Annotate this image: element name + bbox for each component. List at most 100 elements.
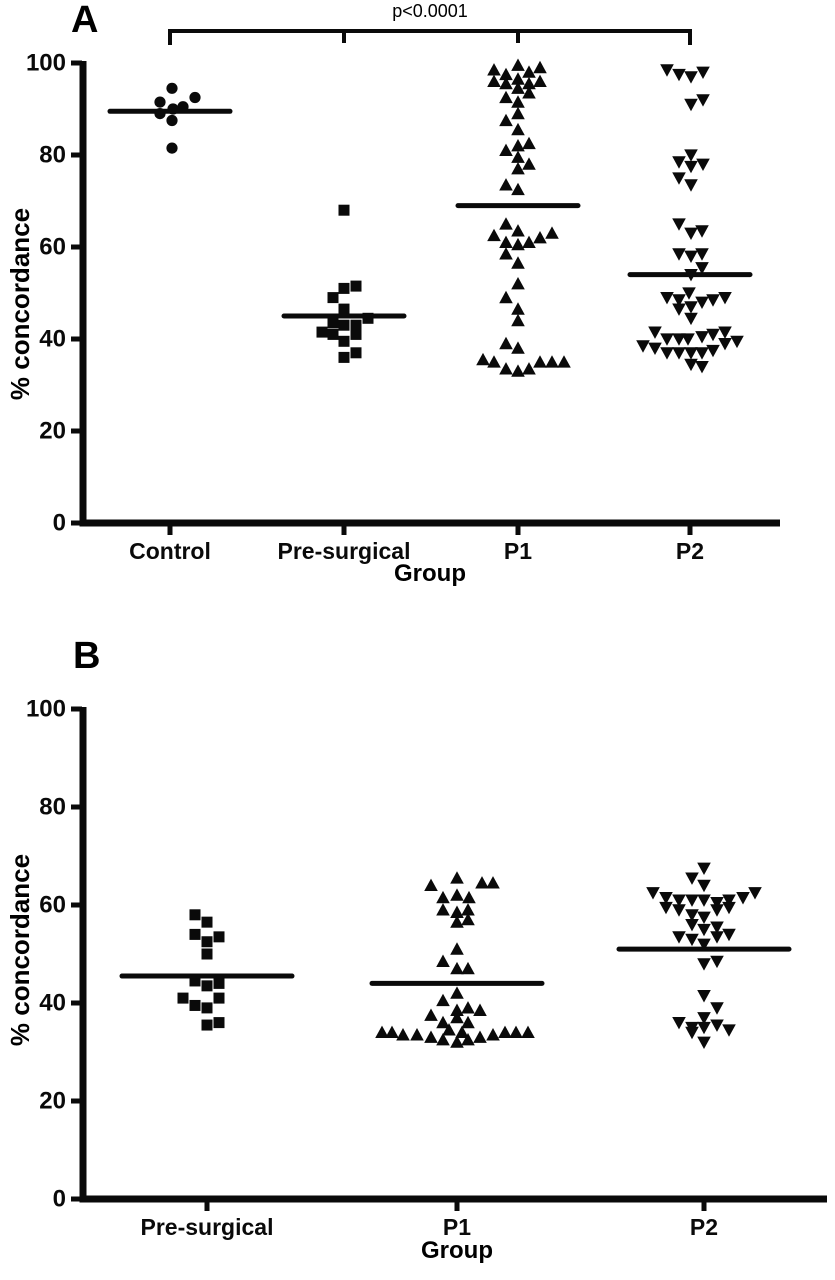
panel-b-point-p2	[685, 1026, 699, 1040]
panel-a-point-p2	[684, 160, 698, 174]
panel-a-point-p2	[730, 335, 744, 349]
panel-a-point-pre-surgical	[350, 347, 362, 359]
panel-b-point-p1	[424, 1008, 438, 1021]
panel-a-point-p1	[533, 231, 547, 244]
panel-a-point-control	[166, 82, 178, 94]
panel-b-point-p2	[672, 904, 686, 917]
panel-a-point-p1	[499, 76, 513, 90]
panel-a-point-p1	[511, 313, 525, 327]
panel-a-point-p1	[533, 355, 547, 368]
panel-a-point-p1	[476, 352, 490, 366]
panel-b-point-p1	[424, 1030, 438, 1043]
panel-b-point-p2	[697, 862, 711, 876]
panel-a-point-p1	[499, 217, 513, 230]
panel-b-point-pre-surgical	[201, 936, 213, 948]
panel-a-point-p1	[533, 60, 547, 74]
panel-a-point-pre-surgical	[338, 351, 350, 363]
panel-b-point-pre-surgical	[201, 1002, 213, 1014]
panel-a-point-p2	[706, 328, 720, 342]
panel-a-point-p1	[522, 86, 536, 99]
panel-a-group-label-pre-surgical: Pre-surgical	[278, 538, 411, 564]
panel-a-point-p1	[533, 74, 547, 87]
panel-b-point-p1	[436, 890, 450, 904]
panel-a-point-p1	[511, 302, 525, 315]
panel-b-point-p2	[697, 1021, 711, 1035]
panel-b-point-p2	[697, 879, 711, 893]
panel-a-point-p2	[695, 262, 709, 275]
panel-a-point-control	[154, 96, 166, 108]
panel-b-y-tick-label: 60	[39, 892, 66, 919]
panel-b-group-label-p1: P1	[443, 1214, 471, 1240]
panel-b-point-p2	[659, 901, 673, 915]
panel-b-point-p1	[410, 1028, 424, 1041]
panel-b-point-p2	[710, 1019, 724, 1032]
panel-b-point-pre-surgical	[213, 977, 225, 989]
panel-b-point-p1	[436, 954, 450, 967]
panel-b-point-p2	[672, 1017, 686, 1030]
significance-p-value: p<0.0001	[392, 1, 468, 21]
panel-b-point-p2	[697, 894, 711, 907]
panel-a-point-p1	[511, 81, 525, 94]
panel-a-y-tick-label: 100	[26, 50, 66, 77]
panel-a-point-pre-surgical	[338, 282, 350, 294]
panel-a-point-p1	[499, 67, 513, 81]
panel-b-point-p2	[722, 928, 736, 942]
panel-b-point-p2	[685, 872, 699, 885]
panel-a-point-p2	[660, 347, 674, 360]
panel-b-point-p2	[710, 921, 724, 934]
panel-b-point-p1	[461, 1001, 475, 1014]
panel-b-point-p1	[473, 1003, 487, 1016]
panel-a-point-p1	[522, 362, 536, 375]
panel-b-point-p1	[450, 986, 464, 999]
panel-b-point-p2	[646, 887, 660, 900]
panel-a-point-p2	[684, 71, 698, 84]
panel-b-y-tick-label: 0	[53, 1186, 66, 1213]
panel-b-point-p1	[455, 1025, 469, 1038]
panel-a-point-p1	[499, 113, 513, 127]
panel-b-y-tick-label: 20	[39, 1088, 66, 1115]
panel-a-point-p1	[511, 237, 525, 251]
panel-b-point-pre-surgical	[201, 1019, 213, 1031]
panel-b-point-p2	[685, 933, 699, 947]
panel-a-point-pre-surgical	[327, 328, 339, 340]
panel-a-point-p2	[695, 347, 709, 360]
panel-a-point-p1	[499, 90, 513, 104]
panel-a-point-p2	[672, 156, 686, 169]
panel-a-point-p2	[682, 287, 696, 300]
panel-a-point-control	[189, 91, 201, 104]
panel-b-point-p2	[672, 931, 686, 944]
panel-b-point-p2	[697, 990, 711, 1003]
panel-b-point-p1	[450, 871, 464, 884]
panel-a-point-p1	[487, 228, 501, 242]
panel-a-point-p2	[672, 218, 686, 231]
panel-b-point-pre-surgical	[213, 1017, 225, 1029]
panel-a-point-p2	[684, 98, 698, 112]
panel-a-point-p2	[672, 347, 686, 360]
panel-a-point-p2	[695, 296, 709, 309]
panel-a-point-p2	[684, 250, 698, 263]
panel-b-point-pre-surgical	[189, 999, 201, 1011]
panel-a-point-pre-surgical	[338, 319, 350, 331]
panel-a-point-p1	[499, 247, 513, 260]
panel-a-point-p2	[718, 326, 732, 339]
panel-b-point-p2	[685, 894, 699, 907]
panel-b-point-pre-surgical	[213, 931, 225, 943]
panel-a-point-p2	[684, 358, 698, 372]
panel-b-point-p1	[461, 961, 475, 975]
panel-a-point-pre-surgical	[350, 280, 362, 292]
panel-b-point-pre-surgical	[201, 948, 213, 960]
panel-a-point-p1	[487, 74, 501, 87]
panel-b-point-p1	[509, 1025, 523, 1038]
panel-a-point-pre-surgical	[338, 204, 350, 216]
panel-b-point-p1	[475, 876, 489, 889]
panel-a-point-p1	[545, 355, 559, 368]
panel-a-point-p1	[522, 235, 536, 248]
panel-a-point-p2	[695, 248, 709, 261]
panel-a-point-p1	[511, 106, 525, 120]
panel-a-point-control	[166, 114, 178, 127]
panel-b-point-p1	[436, 1015, 450, 1029]
panel-a-point-p2	[696, 94, 710, 107]
panel-a-point-control	[166, 142, 178, 154]
panel-a-point-p2	[706, 344, 720, 358]
panel-b-point-p1	[442, 1023, 456, 1036]
